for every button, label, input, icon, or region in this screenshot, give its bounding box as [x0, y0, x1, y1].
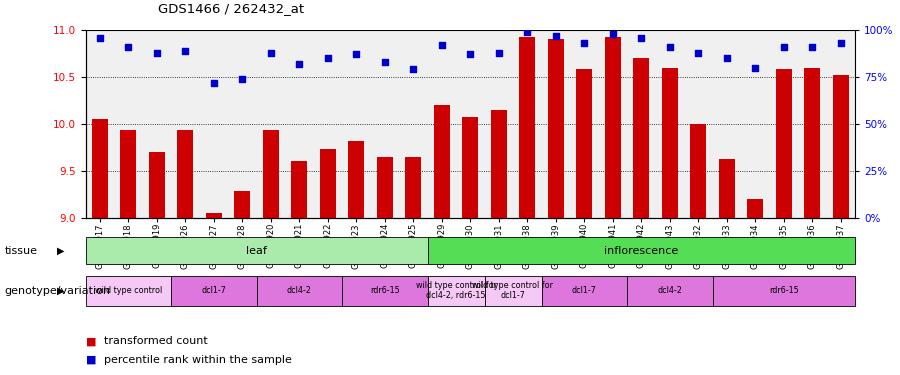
Bar	[86, 276, 171, 306]
Bar	[713, 276, 855, 306]
Text: genotype/variation: genotype/variation	[4, 286, 111, 296]
Text: rdr6-15: rdr6-15	[769, 286, 798, 295]
Point	[805, 44, 819, 50]
Bar	[256, 276, 342, 306]
Text: dcl1-7: dcl1-7	[572, 286, 597, 295]
Text: percentile rank within the sample: percentile rank within the sample	[104, 355, 292, 365]
Point	[549, 33, 563, 39]
Bar	[428, 237, 855, 264]
Bar	[428, 276, 484, 306]
Bar	[519, 37, 536, 218]
Point	[264, 50, 278, 55]
Bar	[690, 124, 707, 218]
Point	[634, 34, 648, 40]
Point	[833, 40, 848, 46]
Point	[577, 40, 591, 46]
Bar	[491, 110, 507, 218]
Bar	[747, 199, 763, 217]
Bar	[719, 159, 734, 218]
Text: ▶: ▶	[58, 286, 65, 296]
Point	[720, 55, 734, 61]
Bar	[177, 130, 194, 218]
Bar	[263, 130, 279, 218]
Text: inflorescence: inflorescence	[604, 246, 679, 256]
Bar	[832, 75, 849, 217]
Point	[662, 44, 677, 50]
Bar	[605, 37, 621, 218]
Point	[206, 80, 221, 86]
Bar	[484, 276, 542, 306]
Point	[235, 76, 249, 82]
Point	[349, 51, 364, 57]
Bar	[627, 276, 713, 306]
Text: dcl1-7: dcl1-7	[202, 286, 226, 295]
Text: wild type control for
dcl1-7: wild type control for dcl1-7	[472, 281, 554, 300]
Bar	[171, 276, 256, 306]
Bar	[86, 237, 428, 264]
Bar	[805, 68, 820, 218]
Text: ■: ■	[86, 355, 100, 365]
Bar	[542, 276, 627, 306]
Bar	[634, 58, 649, 217]
Point	[406, 66, 420, 72]
Bar	[463, 117, 478, 218]
Point	[606, 31, 620, 37]
Point	[149, 50, 164, 55]
Point	[178, 48, 193, 54]
Bar	[662, 68, 678, 218]
Bar	[292, 161, 307, 218]
Point	[748, 64, 762, 70]
Point	[463, 51, 477, 57]
Bar	[234, 191, 250, 217]
Point	[121, 44, 135, 50]
Text: GDS1466 / 262432_at: GDS1466 / 262432_at	[158, 2, 303, 15]
Bar	[320, 149, 336, 217]
Text: rdr6-15: rdr6-15	[370, 286, 400, 295]
Bar	[121, 130, 136, 218]
Bar	[776, 69, 792, 218]
Text: ▶: ▶	[58, 246, 65, 256]
Text: dcl4-2: dcl4-2	[287, 286, 311, 295]
Bar	[434, 105, 450, 218]
Point	[491, 50, 506, 55]
Point	[93, 34, 107, 40]
Point	[378, 59, 392, 65]
Bar	[405, 157, 421, 218]
Text: tissue: tissue	[4, 246, 38, 256]
Point	[435, 42, 449, 48]
Text: transformed count: transformed count	[104, 336, 207, 346]
Text: ■: ■	[86, 336, 100, 346]
Text: dcl4-2: dcl4-2	[657, 286, 682, 295]
Bar	[576, 69, 592, 218]
Text: wild type control for
dcl4-2, rdr6-15: wild type control for dcl4-2, rdr6-15	[416, 281, 497, 300]
Text: leaf: leaf	[246, 246, 267, 256]
Point	[691, 50, 706, 55]
Point	[320, 55, 335, 61]
Point	[520, 29, 535, 35]
Text: wild type control: wild type control	[94, 286, 162, 295]
Bar	[206, 213, 221, 217]
Bar	[342, 276, 428, 306]
Bar	[348, 141, 364, 218]
Bar	[548, 39, 563, 218]
Bar	[148, 152, 165, 217]
Point	[292, 61, 306, 67]
Bar	[92, 119, 108, 218]
Bar	[377, 157, 392, 218]
Point	[777, 44, 791, 50]
